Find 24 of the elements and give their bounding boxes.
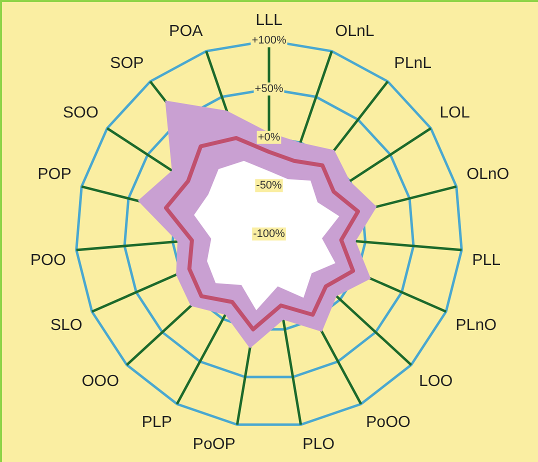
- y-tick-label: +0%: [258, 131, 280, 144]
- spoke-label: SOP: [110, 54, 144, 72]
- spoke-label: PLO: [302, 436, 335, 454]
- spoke-label: PoOO: [366, 414, 410, 432]
- spoke-label: OLnO: [466, 166, 510, 183]
- spoke-label: LOO: [418, 373, 453, 390]
- y-tick-label: -100%: [253, 228, 286, 240]
- spoke-label: OOO: [82, 373, 120, 390]
- spoke-label: SOO: [62, 104, 98, 122]
- spoke-label: POA: [169, 23, 204, 40]
- spoke-label: POP: [38, 166, 72, 183]
- spoke-label: PoOP: [192, 436, 236, 454]
- spoke-label: LOL: [440, 104, 470, 122]
- spoke-label: LLL: [256, 12, 282, 30]
- spoke-label: PLnO: [456, 316, 497, 334]
- spoke-label: PLP: [142, 414, 172, 432]
- y-tick-label: +50%: [254, 83, 284, 96]
- y-tick-label: +100%: [252, 34, 286, 47]
- y-tick-label: -50%: [256, 180, 282, 192]
- spoke-label: SLO: [50, 316, 82, 334]
- spoke-label: OLnL: [335, 23, 374, 40]
- spoke-label: PLL: [472, 252, 501, 269]
- spoke-label: POO: [30, 252, 66, 269]
- spoke-label: PLnL: [394, 54, 432, 72]
